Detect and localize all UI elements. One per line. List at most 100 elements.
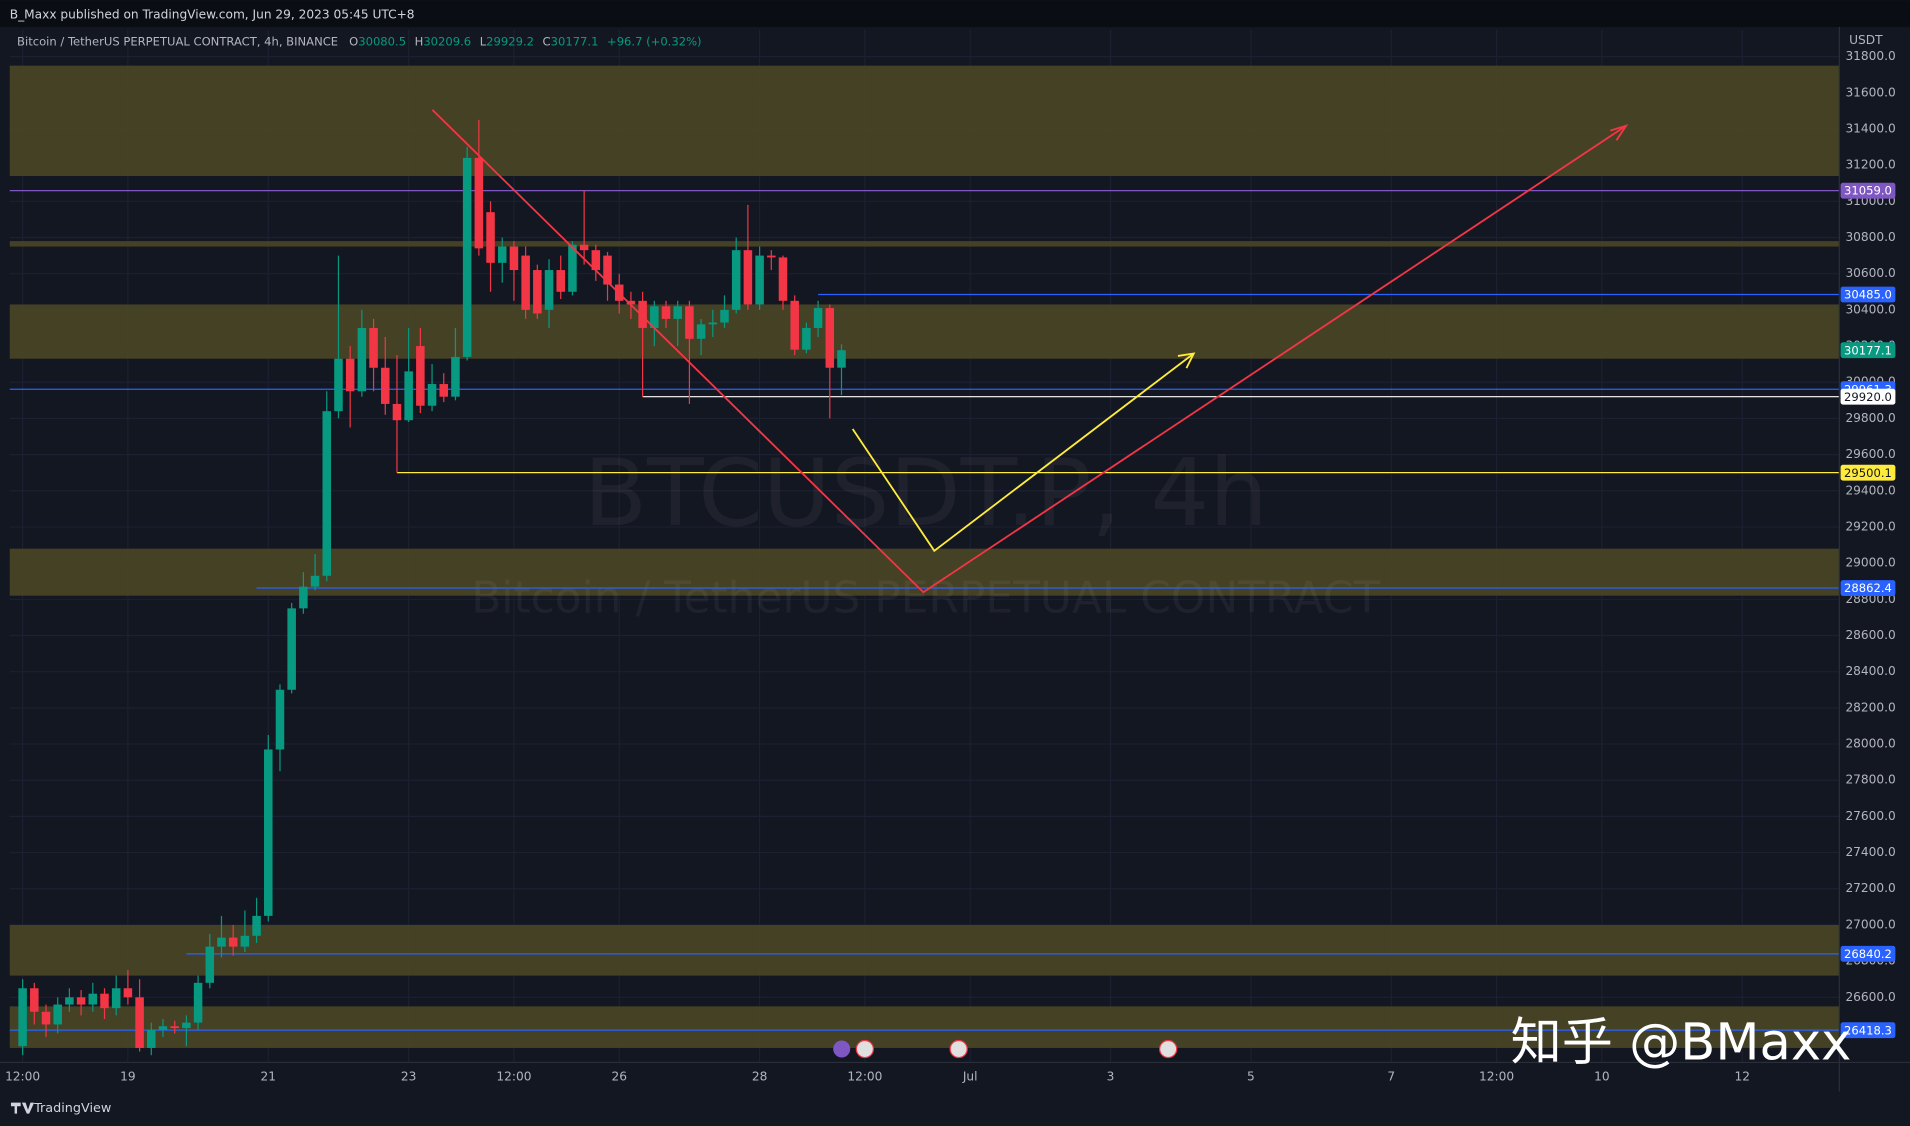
- price-label-text: 31059.0: [1844, 184, 1892, 198]
- candle-body: [509, 246, 519, 271]
- candle-body: [322, 411, 332, 576]
- candle-body: [708, 322, 718, 325]
- price-label: 31059.0: [1840, 182, 1896, 199]
- candle-body: [357, 327, 367, 392]
- y-tick-label: 30400.0: [1845, 302, 1895, 316]
- x-tick-label: 12:00: [1479, 1070, 1514, 1084]
- y-tick-label: 29000.0: [1845, 556, 1895, 570]
- price-label-box: [1840, 182, 1896, 199]
- x-tick-label: Jul: [962, 1070, 978, 1084]
- candle-body: [720, 309, 729, 323]
- event-icon: [1159, 1039, 1178, 1059]
- candle-body: [264, 749, 273, 916]
- candle-body: [88, 993, 98, 1005]
- zone: [9, 924, 1840, 976]
- candle-body: [439, 384, 449, 397]
- candle-body: [182, 1022, 191, 1029]
- candle-body: [416, 346, 425, 406]
- price-label-box: [1840, 464, 1896, 481]
- yellow-trend-drawing: [851, 352, 1195, 553]
- y-tick-label: 28600.0: [1845, 628, 1895, 642]
- red-trend-drawing: [431, 109, 1627, 594]
- candle-body: [193, 982, 203, 1023]
- candle-body: [462, 157, 472, 357]
- event-icon: [949, 1039, 968, 1059]
- y-tick-label: 27600.0: [1845, 809, 1895, 823]
- price-label-box: [1840, 945, 1896, 962]
- x-tick-label: 7: [1387, 1070, 1395, 1084]
- watermark-subtitle: Bitcoin / TetherUS PERPETUAL CONTRACT: [471, 573, 1380, 624]
- zone: [9, 1006, 1840, 1048]
- y-tick-label: 28400.0: [1845, 664, 1895, 678]
- candle-body: [521, 255, 530, 310]
- price-label-box: [1840, 286, 1896, 303]
- bottom-bar: [0, 1091, 1910, 1126]
- candle-body: [205, 946, 215, 983]
- candle-body: [53, 1004, 62, 1025]
- price-label: 29920.0: [1840, 388, 1896, 405]
- event-icon: [855, 1039, 874, 1059]
- price-label-box: [1840, 580, 1896, 596]
- candle-body: [790, 300, 799, 350]
- brand-logo: [10, 1102, 35, 1114]
- candle-body: [825, 308, 835, 368]
- y-tick-label: 28000.0: [1845, 737, 1895, 751]
- change: +96.7 (+0.32%): [607, 34, 702, 48]
- price-label: 26418.3: [1840, 1022, 1896, 1039]
- candle-body: [497, 246, 507, 263]
- candle-body: [778, 257, 788, 301]
- x-tick-label: 3: [1107, 1070, 1115, 1084]
- candle-body: [404, 371, 413, 421]
- candle-body: [673, 306, 682, 319]
- published-info: B_Maxx published on TradingView.com, Jun…: [10, 7, 415, 21]
- candle-body: [369, 327, 378, 368]
- y-tick-label: 31600.0: [1845, 85, 1895, 99]
- price-label: 30177.1: [1840, 342, 1896, 359]
- y-tick-label: 29600.0: [1845, 447, 1895, 461]
- x-tick-label: 28: [752, 1070, 768, 1084]
- candle-body: [626, 300, 636, 305]
- y-tick-label: 31200.0: [1845, 158, 1895, 172]
- candle-body: [591, 250, 601, 271]
- candle-body: [451, 356, 460, 397]
- candle-body: [650, 306, 659, 328]
- candle-body: [556, 270, 565, 292]
- y-tick-label: 30600.0: [1845, 266, 1895, 280]
- currency: USDT: [1849, 33, 1883, 47]
- low: 29929.2: [486, 34, 534, 48]
- candle-body: [41, 1011, 51, 1025]
- candle-body: [486, 212, 495, 263]
- y-tick-label: 29400.0: [1845, 483, 1895, 497]
- price-label-text: 30485.0: [1844, 288, 1892, 302]
- y-tick-label: 27400.0: [1845, 845, 1895, 859]
- open: 30080.5: [358, 34, 406, 48]
- candle-body: [731, 250, 741, 310]
- x-tick-label: 12:00: [5, 1070, 40, 1084]
- candle-body: [603, 255, 612, 285]
- candle-body: [158, 1026, 168, 1030]
- event-icon: [833, 1040, 851, 1058]
- candle-body: [217, 937, 226, 947]
- candle-body: [696, 324, 706, 339]
- y-tick-label: 27800.0: [1845, 773, 1895, 787]
- yellow-arrowhead: [1177, 352, 1196, 369]
- brand: TradingView: [33, 1101, 111, 1116]
- zone: [9, 304, 1840, 359]
- y-tick-label: 26600.0: [1845, 990, 1895, 1004]
- candle-body: [147, 1029, 156, 1048]
- y-tick-label: 30800.0: [1845, 230, 1895, 244]
- x-tick-label: 12:00: [847, 1070, 882, 1084]
- candle-body: [287, 608, 296, 690]
- candle-body: [837, 350, 846, 368]
- y-tick-label: 28200.0: [1845, 700, 1895, 714]
- candle-body: [392, 403, 402, 421]
- candle-body: [252, 915, 261, 936]
- price-lines: [9, 190, 1840, 1031]
- candle-body: [30, 988, 39, 1012]
- o-label: O: [349, 34, 358, 48]
- candle-body: [685, 306, 694, 339]
- price-label-box: [1840, 342, 1896, 359]
- candle-body: [533, 270, 542, 314]
